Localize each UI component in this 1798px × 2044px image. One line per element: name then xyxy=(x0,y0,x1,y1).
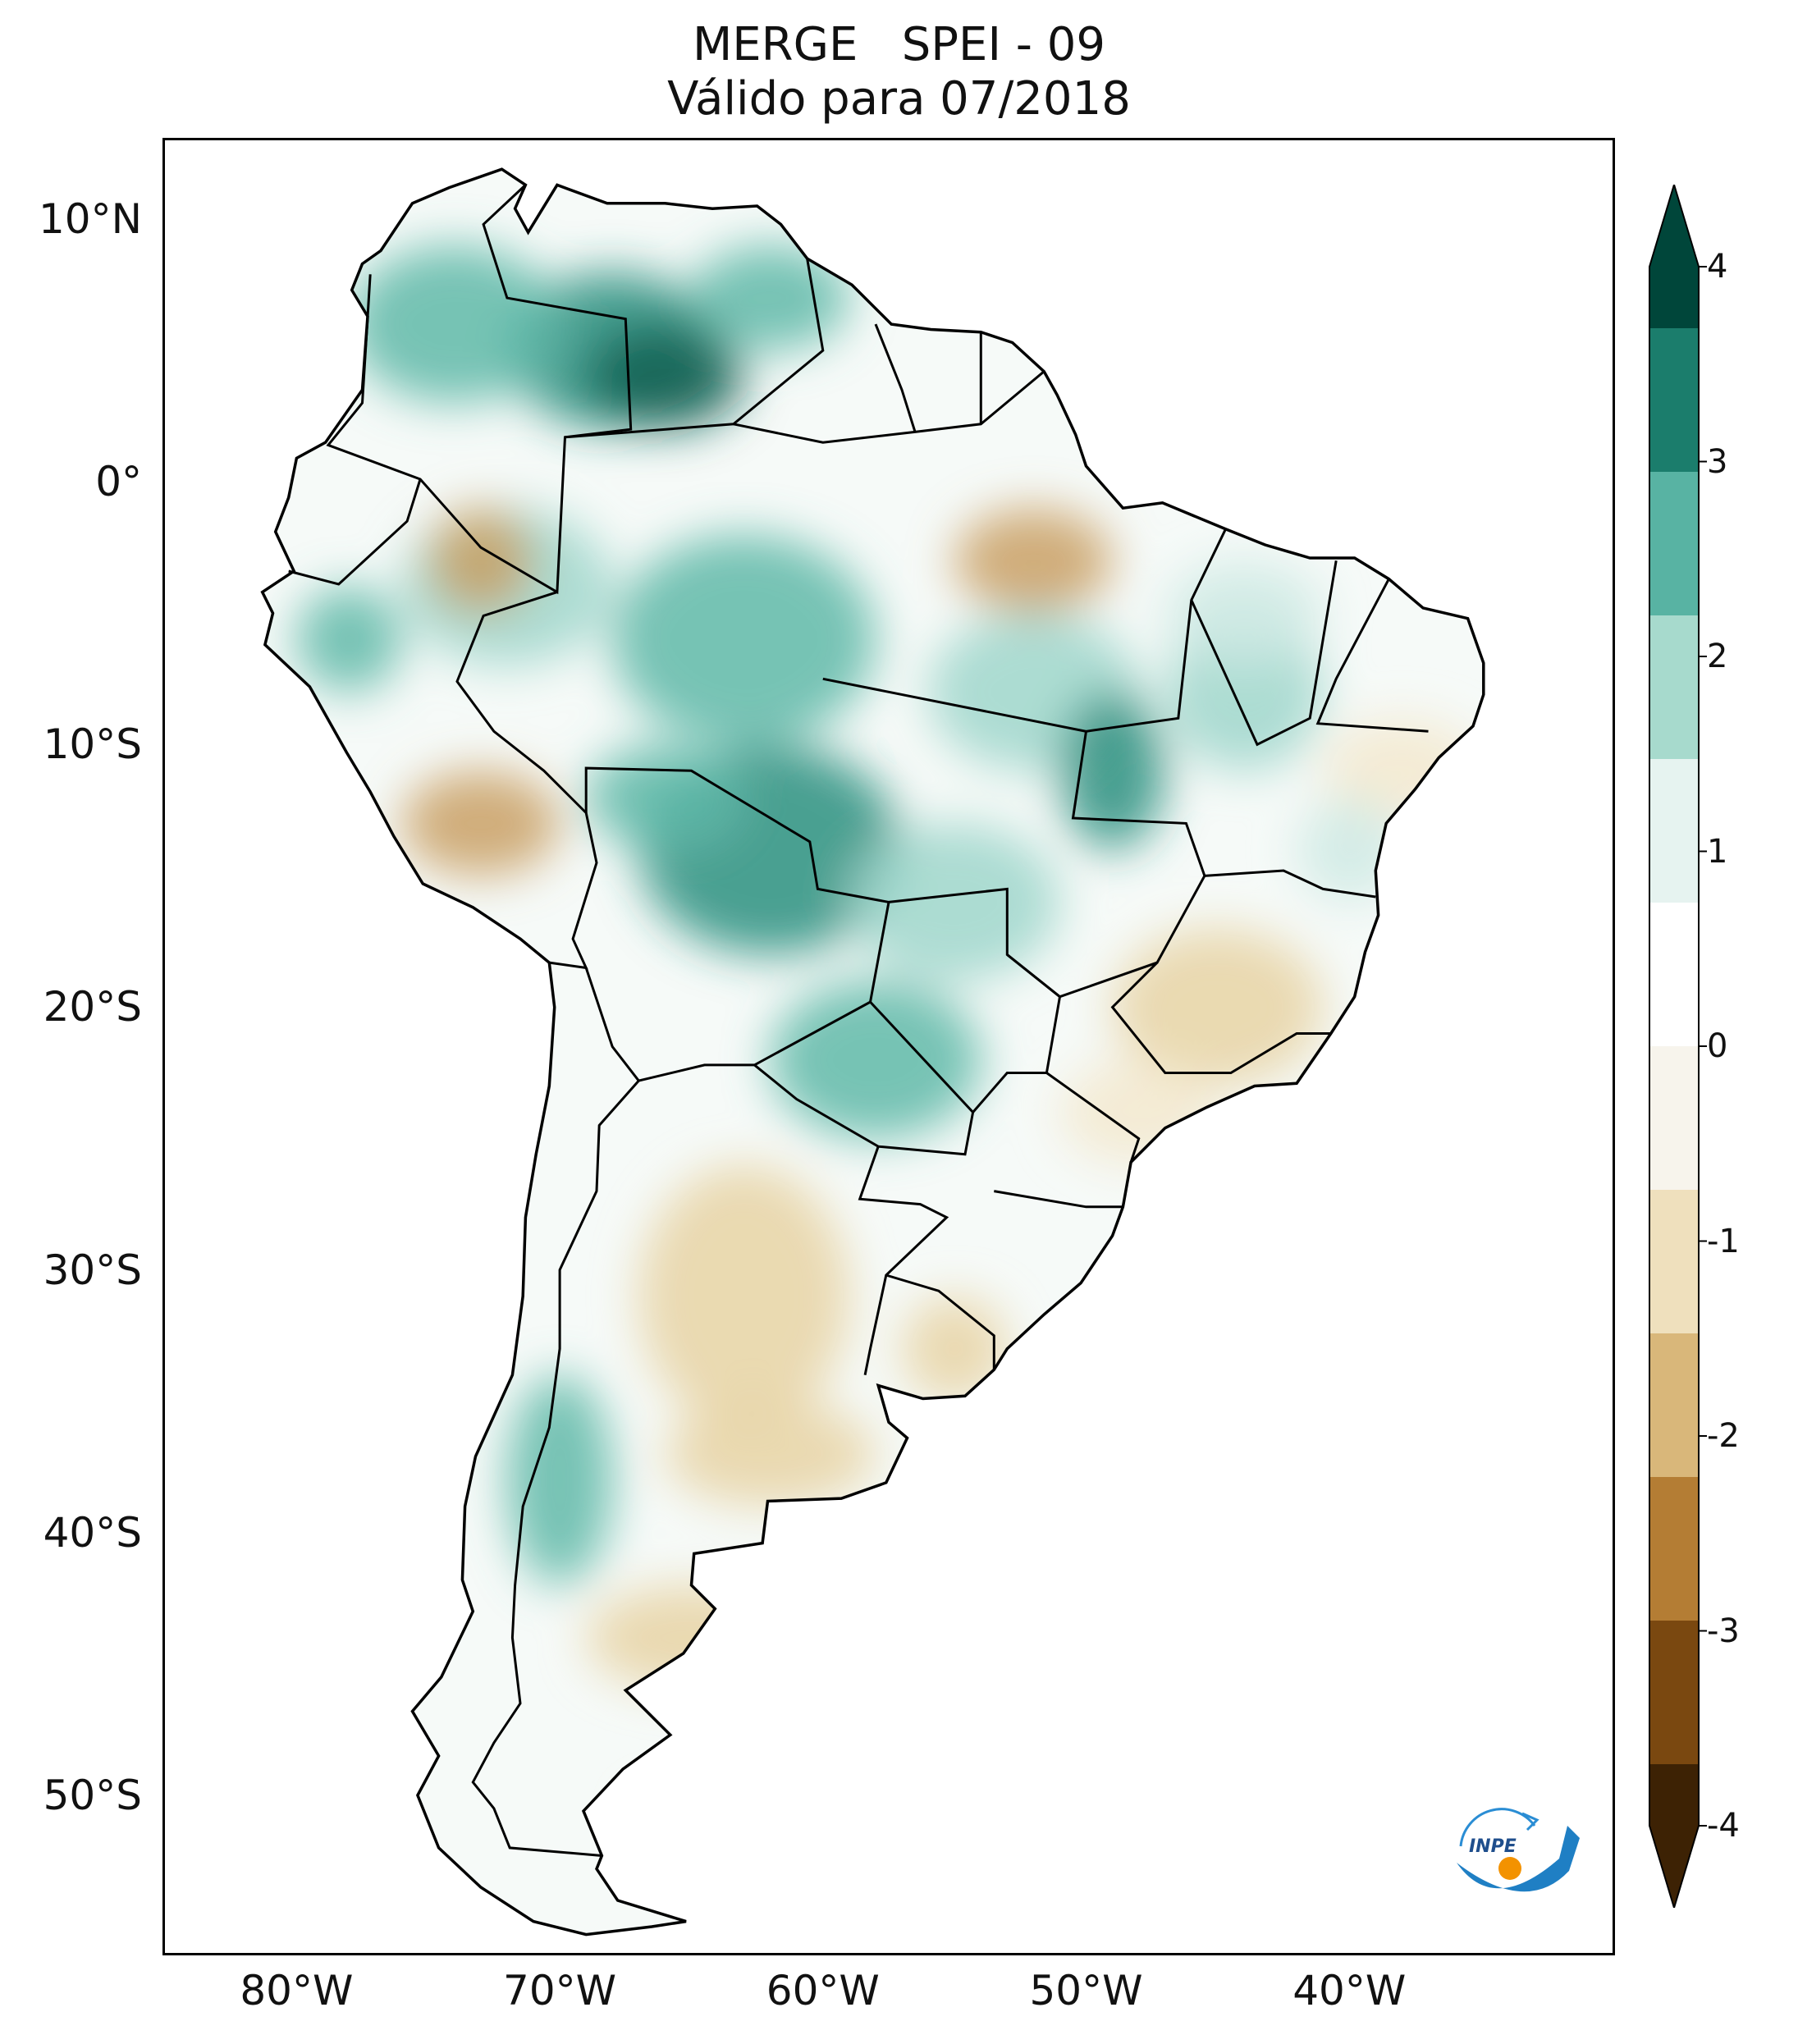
colorbar-tick-label: 3 xyxy=(1707,442,1728,481)
border-line xyxy=(455,591,598,970)
country-state-borders xyxy=(288,184,1429,1857)
colorbar-tick-label: 1 xyxy=(1707,832,1728,871)
south-america-map xyxy=(260,167,1485,1937)
anomaly-patch xyxy=(1112,928,1324,1086)
border-line xyxy=(822,528,1227,733)
anomaly-patch xyxy=(770,981,981,1139)
coastline xyxy=(260,167,1485,1937)
lat-tick-label: 20°S xyxy=(43,983,142,1031)
lat-tick-label: 50°S xyxy=(43,1771,142,1819)
colorbar-body xyxy=(1649,185,1700,1908)
anomaly-patch xyxy=(586,744,744,850)
border-line xyxy=(584,766,890,1082)
anomaly-patch xyxy=(1059,692,1165,850)
border-line xyxy=(733,370,1045,444)
anomaly-patch xyxy=(638,1164,849,1428)
border-line xyxy=(288,478,422,586)
border-line xyxy=(1315,578,1429,733)
anomaly-patch xyxy=(506,1374,613,1585)
anomaly-patch xyxy=(665,1401,876,1507)
lon-tick-label: 70°W xyxy=(503,1967,617,2014)
anomaly-patch xyxy=(586,324,744,430)
inpe-logo: INPE xyxy=(1457,1808,1580,1892)
map-frame xyxy=(162,138,1615,1955)
border-line xyxy=(885,1273,995,1370)
colorbar-tick-label: -1 xyxy=(1707,1222,1740,1260)
border-line xyxy=(858,1145,949,1375)
lat-tick-label: 10°N xyxy=(38,195,142,244)
anomaly-patch xyxy=(296,587,402,693)
colorbar-tick-label: 0 xyxy=(1707,1027,1728,1065)
anomaly-patch xyxy=(638,1795,744,1848)
lon-tick-label: 60°W xyxy=(766,1967,880,2014)
anomaly-patch xyxy=(428,508,534,614)
lon-tick-label: 80°W xyxy=(240,1967,354,2014)
border-line xyxy=(874,323,917,432)
lat-tick-label: 10°S xyxy=(43,720,142,769)
anomaly-patch xyxy=(954,508,1113,614)
colorbar-tick-label: -2 xyxy=(1707,1417,1740,1455)
lon-tick-label: 40°W xyxy=(1292,1967,1407,2014)
lon-tick-label: 50°W xyxy=(1029,1967,1143,2014)
border-line xyxy=(994,1190,1123,1209)
anomaly-patch xyxy=(691,245,849,351)
anomaly-patch xyxy=(349,245,560,404)
border-line xyxy=(1045,1072,1141,1163)
colorbar-tick-label: 2 xyxy=(1707,638,1728,675)
border-line xyxy=(1204,869,1376,899)
border-line xyxy=(565,258,825,439)
border-line xyxy=(753,1001,975,1156)
border-line xyxy=(1110,962,1331,1074)
colorbar xyxy=(1649,185,1707,1908)
border-line xyxy=(471,1080,640,1857)
lat-tick-label: 40°S xyxy=(43,1508,142,1557)
border-line xyxy=(1190,560,1338,747)
map-title-line1: MERGE SPEI - 09 xyxy=(692,18,1106,71)
colorbar-tick-label: 4 xyxy=(1707,248,1728,286)
svg-text:INPE: INPE xyxy=(1469,1836,1517,1857)
anomaly-patch xyxy=(586,1584,797,1690)
anomaly-patch xyxy=(1164,560,1324,666)
anomaly-patch xyxy=(902,1296,1008,1402)
anomaly-patch xyxy=(612,534,876,745)
lat-tick-label: 0° xyxy=(95,458,142,506)
map-title-line2: Válido para 07/2018 xyxy=(667,72,1131,126)
lat-tick-label: 30°S xyxy=(43,1246,142,1294)
anomaly-patch xyxy=(849,823,1060,981)
border-line xyxy=(326,184,633,595)
anomaly-patch xyxy=(1297,797,1402,903)
colorbar-tick-label: -3 xyxy=(1707,1612,1740,1650)
anomaly-patch xyxy=(401,771,560,876)
colorbar-tick-label: -4 xyxy=(1707,1807,1740,1845)
